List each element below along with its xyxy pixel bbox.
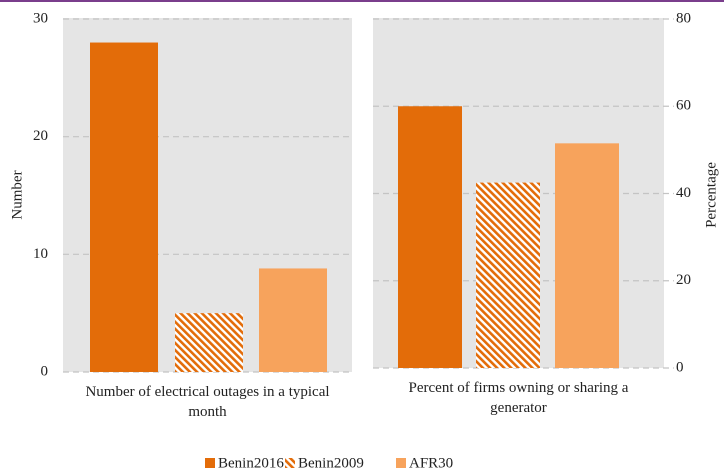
bar xyxy=(476,182,540,368)
tick-label: 30 xyxy=(33,10,48,26)
tick-label: 80 xyxy=(676,10,691,26)
bar xyxy=(175,313,243,372)
bar xyxy=(555,143,619,368)
legend-swatch xyxy=(205,458,215,468)
category-label: Number of electrical outages in a typica… xyxy=(85,384,330,420)
legend-label: Benin2016 xyxy=(218,455,284,470)
tick-label: 0 xyxy=(676,359,684,375)
legend-swatch xyxy=(396,458,406,468)
legend-label: AFR30 xyxy=(409,455,453,470)
legend-swatch xyxy=(285,458,295,468)
tick-label: 20 xyxy=(676,272,691,288)
legend-label: Benin2009 xyxy=(298,455,364,470)
y-axis-label: Number xyxy=(9,170,25,219)
bar xyxy=(398,106,462,368)
y2-axis-label: Percentage xyxy=(703,162,719,228)
tick-label: 40 xyxy=(676,185,691,201)
tick-label: 0 xyxy=(41,363,49,379)
top-border xyxy=(0,0,724,2)
tick-label: 60 xyxy=(676,98,691,114)
tick-label: 10 xyxy=(33,246,48,262)
bar xyxy=(259,268,327,372)
tick-label: 20 xyxy=(33,128,48,144)
category-label: Percent of firms owning or sharing a gen… xyxy=(408,380,629,416)
bar xyxy=(90,42,158,373)
